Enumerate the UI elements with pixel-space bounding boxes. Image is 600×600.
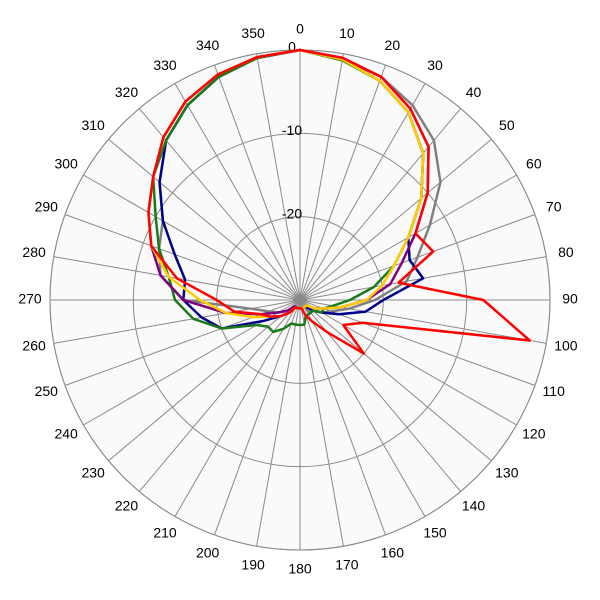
- angle-label: 230: [81, 464, 105, 480]
- angle-label: 160: [381, 544, 405, 560]
- radius-label: -20: [282, 205, 302, 221]
- spoke: [214, 64, 301, 301]
- angle-label: 50: [499, 117, 515, 133]
- angle-label: 170: [335, 557, 359, 573]
- angle-label: 10: [339, 25, 355, 41]
- spoke: [299, 53, 344, 301]
- spoke: [299, 299, 386, 536]
- angle-label: 200: [196, 544, 220, 560]
- spoke: [214, 299, 301, 536]
- angle-label: 90: [562, 291, 578, 307]
- spoke: [299, 138, 492, 301]
- radius-label: -10: [282, 122, 302, 138]
- spoke: [256, 53, 301, 301]
- angle-label: 260: [22, 338, 46, 354]
- spoke: [299, 64, 386, 301]
- spoke: [174, 83, 301, 301]
- angle-label: 140: [462, 498, 486, 514]
- angle-label: 210: [153, 525, 177, 541]
- angle-label: 70: [546, 198, 562, 214]
- angle-label: 250: [35, 383, 59, 399]
- angle-label: 310: [81, 117, 105, 133]
- ring: [132, 132, 468, 468]
- radius-label: 0: [288, 39, 296, 55]
- angle-label: 120: [522, 426, 546, 442]
- angle-label: 350: [241, 25, 265, 41]
- angle-label: 60: [526, 156, 542, 172]
- spoke: [108, 138, 301, 301]
- spoke: [174, 299, 301, 517]
- angle-label: 30: [427, 57, 443, 73]
- spoke: [299, 299, 517, 426]
- angle-label: 130: [495, 464, 519, 480]
- angle-label: 190: [241, 557, 265, 573]
- angle-label: 150: [423, 525, 447, 541]
- angle-label: 330: [153, 57, 177, 73]
- spoke: [256, 299, 301, 547]
- angle-label: 280: [22, 244, 46, 260]
- spoke: [299, 299, 426, 517]
- angle-label: 220: [115, 498, 139, 514]
- angle-label: 320: [115, 84, 139, 100]
- angle-label: 110: [543, 383, 566, 399]
- spoke: [83, 174, 301, 301]
- spoke: [299, 299, 492, 462]
- angle-label: 80: [558, 244, 574, 260]
- spoke: [299, 83, 426, 301]
- spoke: [53, 299, 301, 344]
- spoke: [64, 214, 301, 301]
- angle-label: 0: [296, 21, 304, 37]
- series-line: [147, 48, 532, 355]
- angle-label: 290: [35, 198, 59, 214]
- angle-label: 40: [466, 84, 482, 100]
- angle-label: 340: [196, 37, 220, 53]
- angle-label: 180: [288, 561, 312, 577]
- spoke: [299, 299, 344, 547]
- angle-label: 240: [54, 426, 78, 442]
- angle-label: 20: [385, 37, 401, 53]
- angle-label: 100: [554, 338, 578, 354]
- angle-label: 300: [54, 156, 78, 172]
- angle-label: 270: [18, 291, 42, 307]
